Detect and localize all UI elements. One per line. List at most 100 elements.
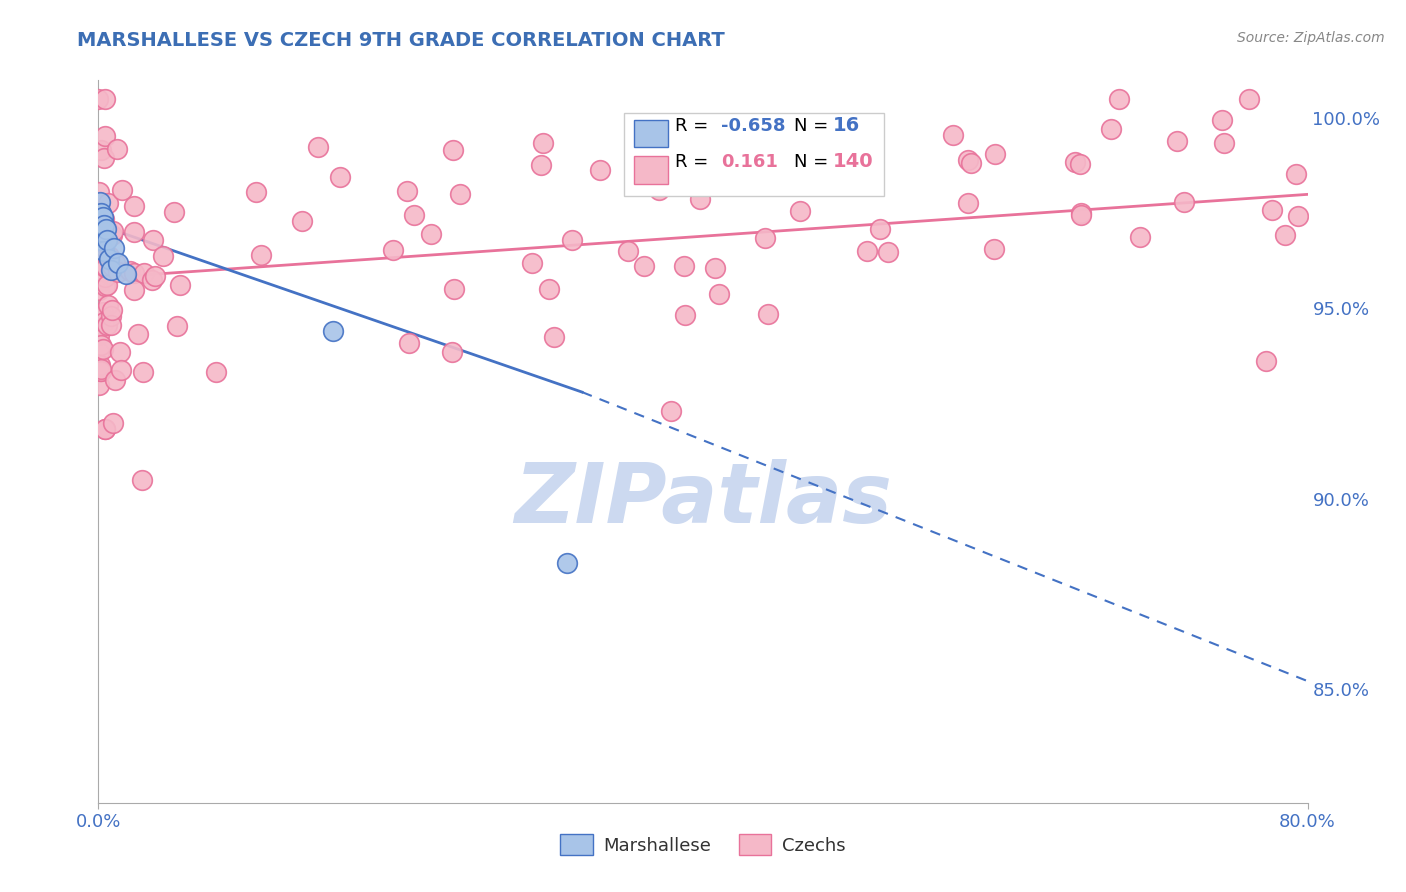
Point [87, 282, 110, 296]
Point [91, 210, 114, 224]
Point [105, 142, 128, 156]
Point [1286, 209, 1309, 223]
Point [90, 338, 112, 352]
Point [250, 248, 273, 262]
Text: 0.161: 0.161 [721, 153, 778, 171]
Point [103, 224, 125, 238]
Point [703, 261, 725, 276]
Point [101, 302, 124, 317]
Point [588, 163, 610, 178]
Point [329, 170, 352, 185]
Point [89, 243, 111, 257]
Point [960, 155, 983, 169]
Point [166, 318, 188, 333]
Point [90, 364, 112, 378]
Point [291, 214, 314, 228]
Point [87, 221, 110, 235]
Point [169, 277, 191, 292]
Point [307, 140, 329, 154]
Point [395, 184, 418, 198]
Point [322, 324, 344, 338]
Point [1070, 206, 1092, 220]
Point [87, 377, 110, 392]
Point [93, 129, 115, 144]
Point [94, 422, 117, 436]
Point [132, 266, 155, 280]
Point [441, 345, 464, 359]
Point [163, 204, 186, 219]
Point [89, 249, 111, 263]
Point [789, 204, 811, 219]
FancyBboxPatch shape [624, 112, 884, 196]
Point [87, 212, 110, 227]
Point [89, 194, 111, 209]
Point [382, 244, 405, 258]
Point [87, 327, 110, 342]
Text: MARSHALLESE VS CZECH 9TH GRADE CORRELATION CHART: MARSHALLESE VS CZECH 9TH GRADE CORRELATI… [77, 31, 725, 50]
Point [555, 556, 578, 570]
Point [529, 158, 551, 172]
Text: 16: 16 [832, 116, 859, 136]
Text: ZIPatlas: ZIPatlas [515, 458, 891, 540]
Point [709, 287, 731, 301]
Point [1237, 92, 1260, 106]
Point [659, 404, 682, 418]
Point [90, 310, 112, 324]
Text: Source: ZipAtlas.com: Source: ZipAtlas.com [1237, 31, 1385, 45]
Point [143, 268, 166, 283]
Point [98, 249, 121, 263]
Point [983, 242, 1005, 256]
Point [104, 373, 127, 387]
Point [1285, 167, 1308, 181]
Point [93, 278, 115, 293]
Point [672, 260, 695, 274]
Point [101, 228, 124, 243]
Point [120, 263, 142, 277]
Point [93, 422, 115, 436]
Point [942, 128, 965, 142]
Point [1274, 228, 1296, 243]
Point [107, 265, 129, 279]
Point [1173, 194, 1195, 209]
Point [756, 307, 779, 321]
Point [869, 222, 891, 236]
Point [94, 221, 117, 235]
Point [87, 307, 110, 321]
Point [1108, 92, 1130, 106]
FancyBboxPatch shape [634, 156, 668, 184]
Point [104, 255, 127, 269]
Point [89, 238, 111, 252]
Point [103, 241, 125, 255]
Point [87, 318, 110, 332]
Point [108, 344, 131, 359]
Point [855, 244, 877, 259]
Point [245, 185, 267, 199]
Point [91, 226, 114, 240]
Point [93, 244, 115, 259]
Point [673, 309, 696, 323]
Point [122, 199, 145, 213]
Point [1256, 353, 1278, 368]
Point [984, 147, 1007, 161]
Point [96, 221, 118, 235]
Point [111, 183, 134, 197]
Point [87, 344, 110, 359]
Point [1166, 134, 1188, 148]
Point [94, 260, 117, 274]
Point [110, 363, 132, 377]
Point [90, 274, 112, 288]
Point [93, 92, 115, 106]
Point [877, 244, 900, 259]
Point [91, 342, 114, 356]
Point [100, 309, 122, 323]
Point [1211, 112, 1233, 127]
Point [87, 92, 110, 106]
Point [100, 263, 122, 277]
Point [1070, 208, 1092, 222]
Point [443, 282, 465, 296]
Point [141, 272, 163, 286]
Point [94, 260, 117, 274]
Point [957, 196, 980, 211]
Point [561, 233, 583, 247]
Point [96, 233, 118, 247]
